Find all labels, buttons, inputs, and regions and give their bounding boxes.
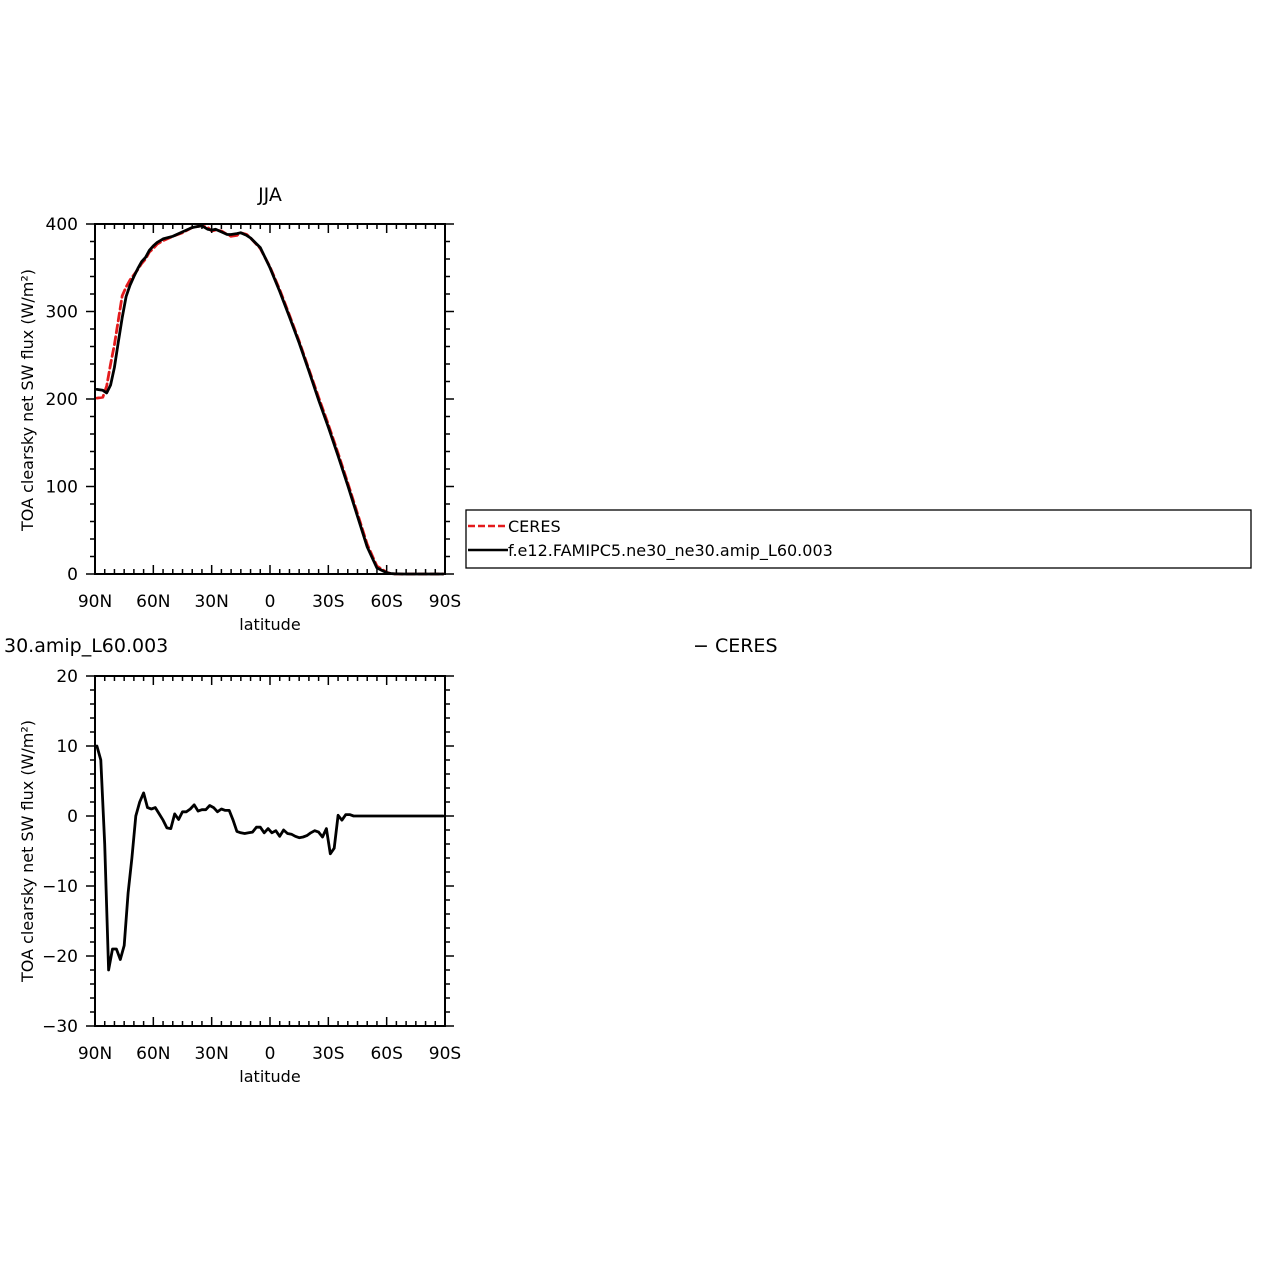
bottom-panel-x-tick-label: 0 [265, 1044, 276, 1064]
legend-label-model: f.e12.FAMIPC5.ne30_ne30.amip_L60.003 [508, 541, 833, 561]
top-panel-frame [94, 223, 446, 575]
bottom-panel: 30.amip_L60.003 − CERES 90N 60N 30N 0 30S 60S… [4, 635, 778, 1086]
bottom-panel-x-axis-title: latitude [239, 1067, 300, 1086]
top-panel-series-line-0 [95, 224, 445, 576]
legend-box [465, 509, 1252, 569]
bottom-panel-title: 30.amip_L60.003 [4, 635, 168, 657]
bottom-panel-y-tick-label: −20 [42, 947, 78, 967]
top-panel-x-tick-label: 60S [370, 592, 402, 612]
top-panel-y-tick-label: 200 [46, 390, 78, 410]
bottom-panel-x-tick-label: 60S [370, 1044, 402, 1064]
top-panel-x-tick-label: 30S [312, 592, 344, 612]
top-panel-y-tick-label: 0 [67, 565, 78, 585]
top-panel-y-tick-label: 100 [46, 478, 78, 498]
legend-label-ceres: CERES [508, 517, 561, 536]
top-panel-y-axis-title: TOA clearsky net SW flux (W/m²) [18, 269, 37, 532]
bottom-panel-y-tick-label: −10 [42, 877, 78, 897]
top-panel-x-tick-label: 30N [194, 592, 228, 612]
bottom-panel-y-tick-label: −30 [42, 1017, 78, 1037]
top-panel-y-tick-label: 300 [46, 303, 78, 323]
bottom-panel-x-tick-label: 90N [78, 1044, 112, 1064]
bottom-panel-x-tick-label: 90S [429, 1044, 461, 1064]
bottom-panel-frame [94, 675, 446, 1027]
bottom-panel-plot-area: 90N 60N 30N 0 30S 60S 90S −30 −20 −10 0 10 20 [42, 667, 461, 1064]
bottom-panel-y-tick-label: 20 [56, 667, 78, 687]
top-panel-x-tick-label: 0 [265, 592, 276, 612]
top-panel-x-tick-label: 90N [78, 592, 112, 612]
top-panel-x-tick-label: 90S [429, 592, 461, 612]
bottom-panel-y-axis-title: TOA clearsky net SW flux (W/m²) [18, 720, 37, 983]
top-panel-y-tick-label: 400 [46, 215, 78, 235]
bottom-panel-x-tick-label: 30N [194, 1044, 228, 1064]
top-panel-plot-area: 90N 60N 30N 0 30S 60S 90S 0 100 200 300 400 [46, 215, 462, 612]
bottom-panel-subtitle: − CERES [693, 635, 778, 657]
legend: CERES f.e12.FAMIPC5.ne30_ne30.amip_L60.0… [465, 509, 1252, 569]
bottom-panel-series-line-0 [95, 744, 445, 972]
top-panel: JJA 90N 60N 30N 0 30S 60S 90S 0 100 200 300 400 lat… [18, 184, 461, 634]
bottom-panel-x-tick-label: 30S [312, 1044, 344, 1064]
bottom-panel-x-tick-label: 60N [136, 1044, 170, 1064]
bottom-panel-y-tick-label: 0 [67, 807, 78, 827]
top-panel-x-axis-title: latitude [239, 615, 300, 634]
top-panel-x-tick-label: 60N [136, 592, 170, 612]
top-panel-series-line-1 [95, 224, 445, 576]
bottom-panel-y-tick-label: 10 [56, 737, 78, 757]
top-panel-title: JJA [257, 184, 282, 206]
